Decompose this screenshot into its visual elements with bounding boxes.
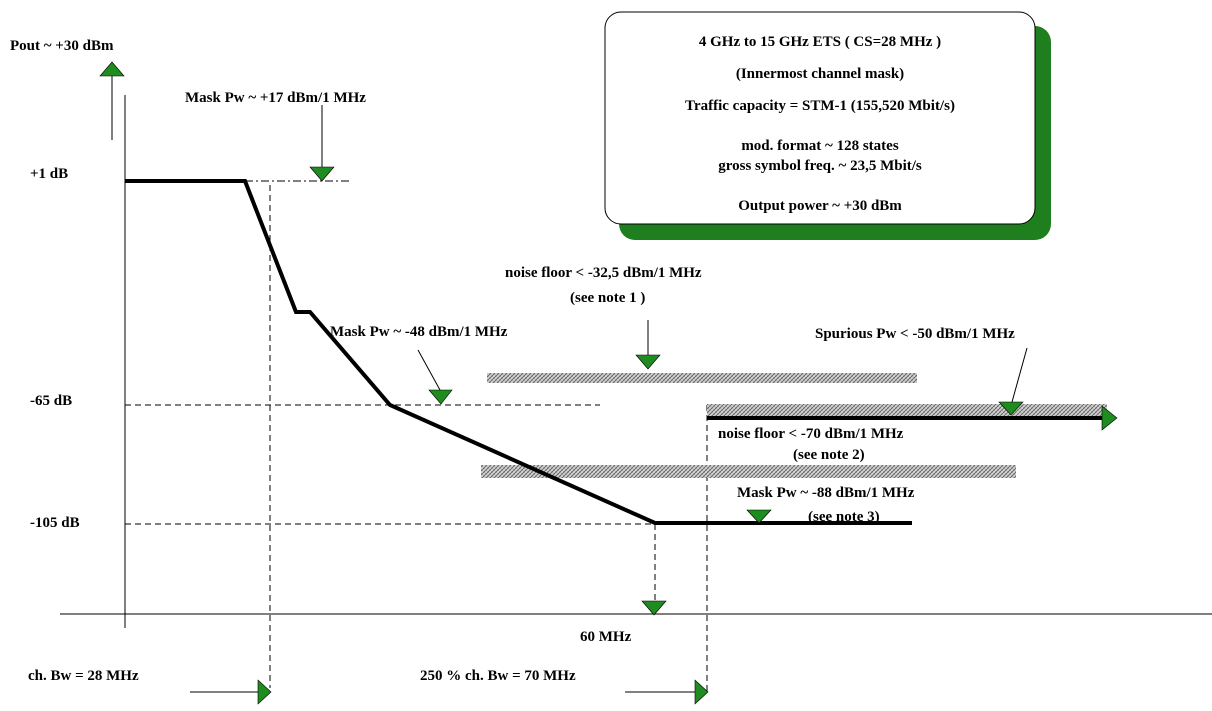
noise1-label-line1: noise floor < -32,5 dBm/1 MHz [505,265,702,281]
mask-low-label-line2: (see note 3) [808,509,880,525]
title-line-2: (Innermost channel mask) [736,66,904,82]
title-line-6: Output power ~ +30 dBm [738,198,902,214]
pout-arrow-icon [99,61,125,77]
noise-floor-band-2 [481,465,1016,478]
title-box [604,11,1036,225]
spurious-pointer-arrow-icon [998,401,1024,416]
mask-low-label-line1: Mask Pw ~ -88 dBm/1 MHz [737,485,915,501]
mask-mid-arrow-icon [428,389,453,405]
bw-70-arrow-icon [694,679,709,705]
mask-low-arrow-icon [746,509,772,524]
spurious-label: Spurious Pw < -50 dBm/1 MHz [815,326,1015,342]
title-line-5: gross symbol freq. ~ 23,5 Mbit/s [718,158,922,174]
spurious-arrow-icon [1101,405,1118,431]
mask-mid-pointer-stem [417,349,441,391]
level-label-minus105: -105 dB [30,515,80,531]
mask-high-label: Mask Pw ~ +17 dBm/1 MHz [185,90,366,106]
spectrum-mask-line [125,179,912,525]
title-line-3: Traffic capacity = STM-1 (155,520 Mbit/s… [685,98,955,114]
title-line-1: 4 GHz to 15 GHz ETS ( CS=28 MHz ) [699,34,941,50]
noise-floor-band-1 [487,373,917,383]
bw-28-arrow-icon [257,679,272,705]
noise1-label-line2: (see note 1 ) [570,290,645,306]
title-line-4: mod. format ~ 128 states [741,138,899,154]
noise1-arrow-icon [635,354,661,370]
level-label-minus65: -65 dB [30,393,72,409]
freq-60-arrow-icon [641,600,667,616]
mask-high-arrow-icon [309,166,335,182]
bw-70-label: 250 % ch. Bw = 70 MHz [420,668,576,684]
freq-60-label: 60 MHz [580,629,632,645]
mask-mid-label: Mask Pw ~ -48 dBm/1 MHz [330,324,508,340]
bw-28-label: ch. Bw = 28 MHz [28,668,139,684]
pout-label: Pout ~ +30 dBm [10,38,114,54]
spurious-pointer-stem [1011,347,1028,403]
level-label-plus1: +1 dB [30,166,68,182]
spurious-band [707,404,1107,417]
noise2-label-line1: noise floor < -70 dBm/1 MHz [718,426,904,442]
noise2-label-line2: (see note 2) [793,447,865,463]
